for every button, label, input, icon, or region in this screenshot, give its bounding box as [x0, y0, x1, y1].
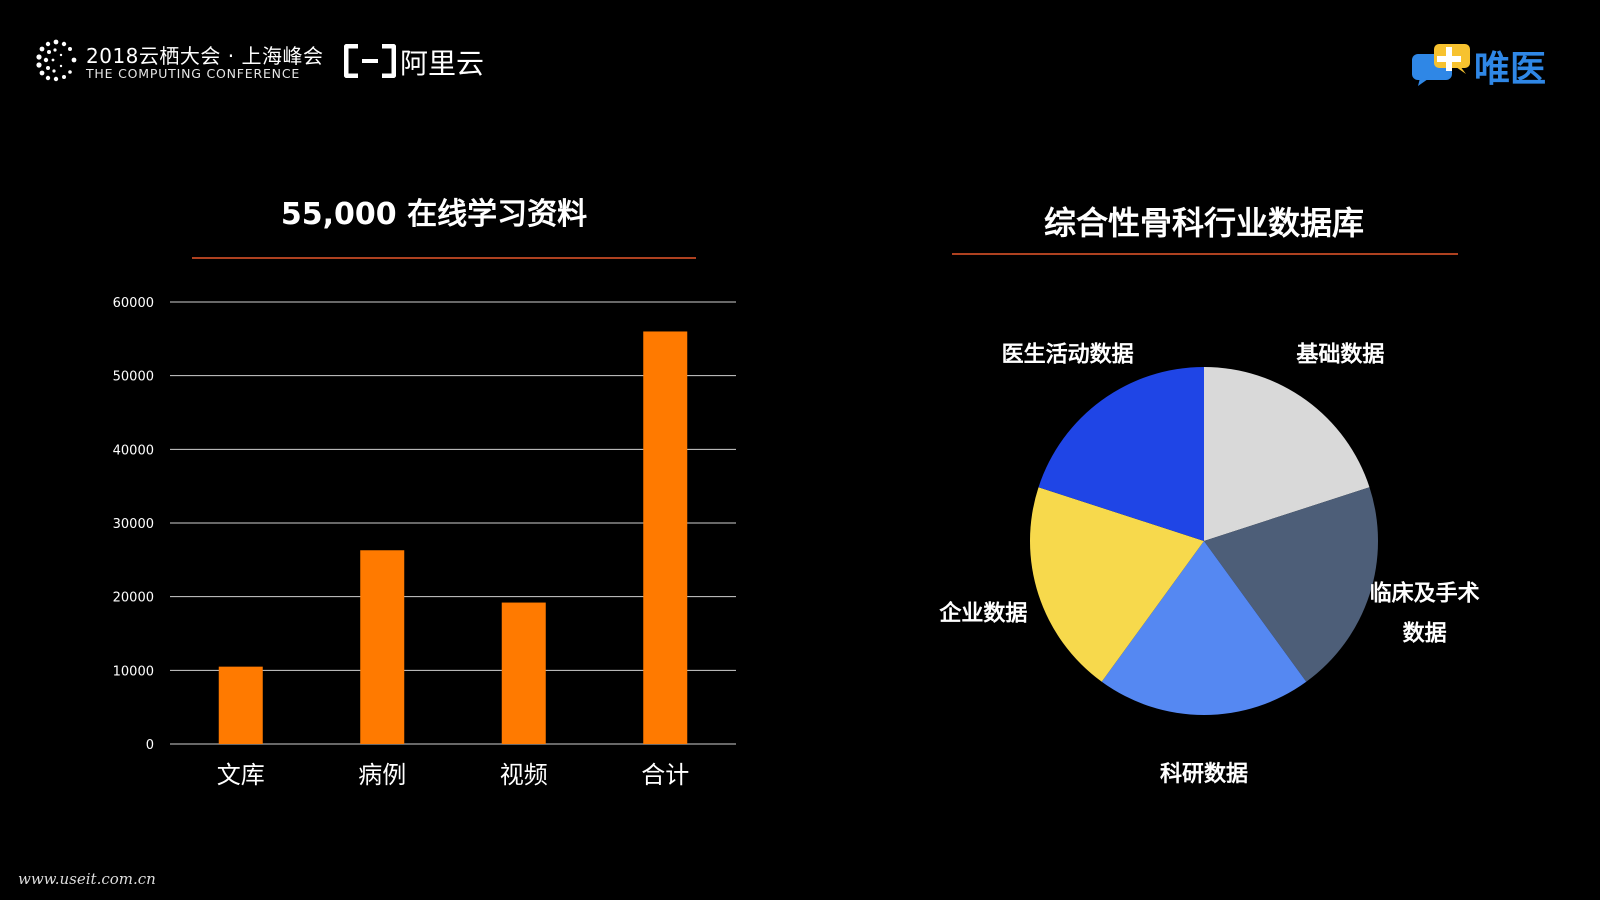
bar-chart-x-tick-label: 合计: [641, 761, 689, 789]
bar-2: [360, 550, 405, 744]
bar-1: [218, 666, 263, 744]
pie-label-5: 医生活动数据: [1002, 341, 1134, 367]
pie-slice-4: [1030, 487, 1204, 682]
bar-4: [643, 331, 688, 744]
bar-chart-bars: [218, 331, 688, 744]
pie-label-line: 科研数据: [1160, 761, 1248, 787]
bar-chart-y-tick-label: 0: [146, 738, 154, 753]
bar-chart-y-tick-label: 50000: [113, 370, 154, 385]
bar-chart-y-tick-label: 10000: [113, 664, 154, 679]
bar-chart-y-tick-label: 20000: [113, 591, 154, 606]
bar-chart-x-tick-label: 病例: [358, 761, 406, 789]
bar-chart-y-tick-label: 30000: [113, 517, 154, 532]
bar-chart-gridlines: [170, 301, 736, 745]
conference-subtitle: THE COMPUTING CONFERENCE: [86, 66, 301, 81]
pie-label-1: 基础数据: [1296, 341, 1384, 367]
pie-label-4: 企业数据: [938, 601, 1027, 627]
bar-chart-y-tick-labels: 0 10000 20000 30000 40000 50000 60000: [113, 296, 154, 753]
pie-label-line: 企业数据: [938, 601, 1027, 627]
aliyun-logo-icon: [344, 44, 396, 78]
bar-chart-title: 55,000 在线学习资料: [281, 197, 587, 232]
weiyi-logo-icon: [1412, 44, 1470, 86]
pie-chart-title: 综合性骨科行业数据库: [1044, 204, 1364, 242]
pie-label-line: 数据: [1403, 621, 1447, 647]
pie-label-line: 医生活动数据: [1002, 341, 1134, 367]
pie-label-line: 临床及手术: [1370, 581, 1480, 607]
bar-chart: 55,000 在线学习资料 0 10000 20000 30000 40000 50000…: [113, 197, 736, 789]
aliyun-brand: 阿里云: [400, 47, 485, 80]
bar-3: [501, 602, 546, 744]
conference-title: 2018云栖大会 · 上海峰会: [86, 44, 324, 68]
bar-chart-x-tick-label: 文库: [217, 761, 265, 789]
pie-slice-5: [1038, 367, 1204, 541]
conference-logo-icon: [36, 39, 77, 82]
bar-chart-x-tick-labels: 文库 病例 视频 合计: [217, 761, 690, 789]
bar-chart-x-tick-label: 视频: [500, 761, 548, 789]
pie-slice-1: [1204, 367, 1370, 541]
pie-label-2: 临床及手术数据: [1370, 581, 1480, 647]
weiyi-brand: 唯医: [1474, 49, 1547, 90]
bar-chart-y-tick-label: 40000: [113, 443, 154, 458]
pie-slice-3: [1101, 541, 1307, 716]
watermark: www.useit.com.cn: [18, 870, 156, 888]
pie-chart-slices: [1030, 367, 1378, 716]
pie-slice-2: [1204, 487, 1378, 682]
pie-label-line: 基础数据: [1296, 341, 1384, 367]
bar-chart-y-tick-label: 60000: [113, 296, 154, 311]
pie-label-3: 科研数据: [1160, 761, 1248, 787]
